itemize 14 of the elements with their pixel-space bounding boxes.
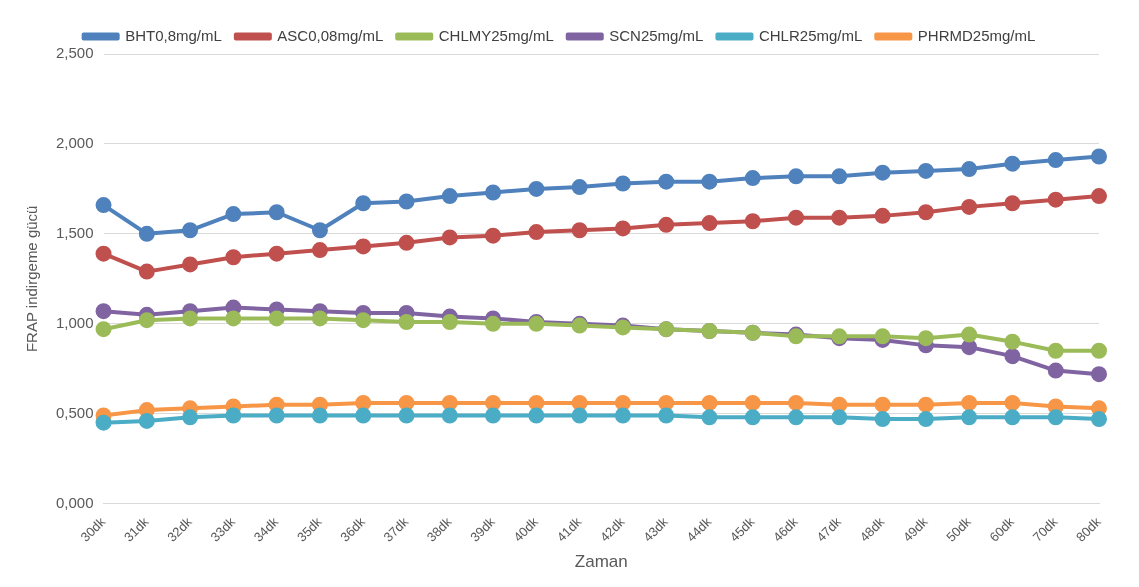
legend-label: BHT0,8mg/mL xyxy=(125,26,222,44)
y-tick-label: 1,500 xyxy=(55,223,94,241)
y-tick-label: 2,000 xyxy=(55,134,94,152)
y-tick-label: 1,000 xyxy=(55,313,94,331)
legend-label: CHLR25mg/mL xyxy=(758,26,863,44)
legend-label: CHLMY25mg/mL xyxy=(438,26,554,44)
y-axis-title: FRAP indirgeme gücü xyxy=(23,205,41,353)
x-axis-title: Zaman xyxy=(574,552,628,572)
legend-label: ASC0,08mg/mL xyxy=(277,26,384,44)
y-tick-label: 0,500 xyxy=(55,403,94,421)
y-tick-label: 2,500 xyxy=(55,44,94,62)
y-tick-label: 0,000 xyxy=(55,493,94,511)
legend-label: PHRMD25mg/mL xyxy=(917,26,1036,44)
legend-label: SCN25mg/mL xyxy=(609,26,704,44)
